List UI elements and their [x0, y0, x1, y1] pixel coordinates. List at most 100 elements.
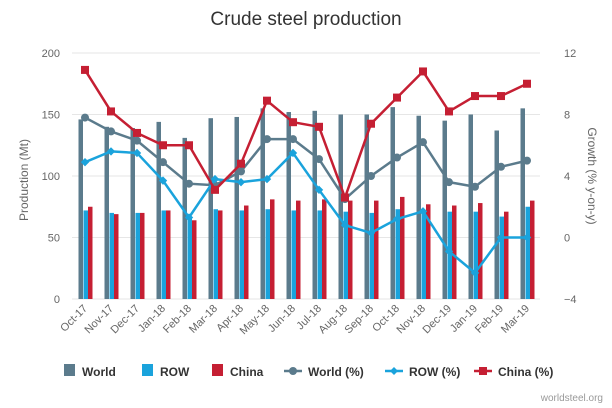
left-axis-ticks: 0 50 100 150 200 [42, 48, 60, 306]
x-tick-label: Dec-19 [421, 303, 455, 337]
point-row [522, 233, 532, 242]
point-china [263, 96, 271, 105]
bar-row [161, 210, 166, 299]
y2-tick-label: 12 [564, 48, 576, 60]
bar-row [447, 211, 452, 299]
bar-china [244, 205, 249, 299]
legend-marker [289, 367, 297, 375]
point-row [288, 148, 298, 158]
bar-world [364, 114, 369, 299]
point-world [81, 113, 89, 122]
point-world [471, 182, 479, 191]
bar-china [166, 210, 171, 299]
bar-world [260, 108, 265, 299]
point-china [315, 122, 323, 131]
point-row [314, 185, 324, 195]
point-row [340, 221, 350, 230]
legend-label: China [230, 365, 264, 379]
point-china [471, 92, 479, 101]
y-tick-label: 0 [54, 294, 60, 306]
point-china [107, 107, 115, 116]
point-world [419, 138, 427, 147]
legend-label: ROW (%) [409, 365, 460, 379]
bar-china [452, 205, 457, 299]
point-world [289, 135, 297, 144]
legend-item-world: World (%) [284, 365, 364, 379]
line-world [84, 116, 528, 201]
point-row [80, 157, 90, 167]
legend-item-row: ROW [142, 364, 190, 379]
point-world [393, 153, 401, 162]
y-tick-label: 100 [42, 171, 60, 183]
bar-world [494, 130, 499, 299]
y-axis-title: Production (Mt) [17, 139, 31, 221]
gridlines [72, 52, 540, 300]
x-tick-label: Sep-18 [343, 303, 377, 337]
bar-world [104, 126, 109, 299]
y2-tick-label: −4 [564, 294, 577, 306]
y-tick-label: 150 [42, 110, 60, 122]
bar-row [239, 210, 244, 299]
point-row [158, 176, 168, 185]
bar-row [213, 209, 218, 299]
bar-world [130, 128, 135, 299]
point-row [132, 148, 142, 158]
point-china [419, 67, 427, 76]
point-world [523, 156, 531, 165]
legend-item-row: ROW (%) [385, 365, 460, 379]
growth-lines [80, 65, 532, 278]
bar-world [208, 118, 213, 299]
point-china [159, 141, 167, 150]
point-china [289, 118, 297, 127]
bar-china [322, 199, 327, 299]
legend: World ROW China World (%) ROW (%) China (%) [64, 364, 553, 379]
point-row [184, 213, 194, 222]
bar-world [312, 110, 317, 299]
bar-china [400, 196, 405, 299]
point-china [393, 93, 401, 102]
chart-title: Crude steel production [210, 9, 401, 30]
bar-china [218, 210, 223, 299]
legend-swatch [64, 364, 75, 376]
bar-row [83, 210, 88, 299]
bar-world [234, 116, 239, 300]
point-china [81, 65, 89, 74]
point-world [367, 172, 375, 180]
bar-china [270, 199, 275, 299]
point-world [445, 178, 453, 187]
x-tick-label: Mar-18 [187, 303, 220, 336]
point-row [262, 174, 272, 184]
bar-china [140, 212, 145, 299]
legend-item-world: World [64, 364, 116, 379]
bar-world [286, 112, 291, 299]
legend-swatch [142, 364, 153, 376]
bar-china [114, 214, 119, 299]
y2-tick-label: 8 [564, 110, 570, 122]
bar-china [88, 206, 93, 299]
point-row [444, 247, 454, 256]
bars [78, 107, 535, 300]
x-axis-ticks: Oct-17Nov-17Dec-17Jan-18Feb-18Mar-18Apr-… [58, 303, 532, 337]
point-row [236, 177, 246, 187]
legend-item-china: China [212, 364, 264, 379]
bar-china [348, 200, 353, 299]
legend-label: China (%) [498, 365, 553, 379]
right-axis-ticks: −4 0 4 8 12 [564, 48, 577, 306]
legend-item-china: China (%) [474, 365, 553, 379]
point-china [211, 185, 219, 194]
y2-tick-label: 0 [564, 233, 570, 245]
bar-china [192, 220, 197, 299]
bar-world [78, 119, 83, 299]
bar-china [374, 200, 379, 299]
point-row [106, 147, 116, 156]
y2-axis-title: Growth (% y-on-y) [585, 127, 599, 224]
bar-row [369, 212, 374, 299]
point-china [341, 193, 349, 202]
legend-label: World [82, 365, 116, 379]
x-tick-label: Mar-19 [499, 303, 532, 336]
legend-marker [479, 367, 487, 375]
source-credit: worldsteel.org [540, 393, 603, 404]
bar-row [395, 209, 400, 299]
bar-row [291, 210, 296, 299]
bar-world [390, 107, 395, 300]
